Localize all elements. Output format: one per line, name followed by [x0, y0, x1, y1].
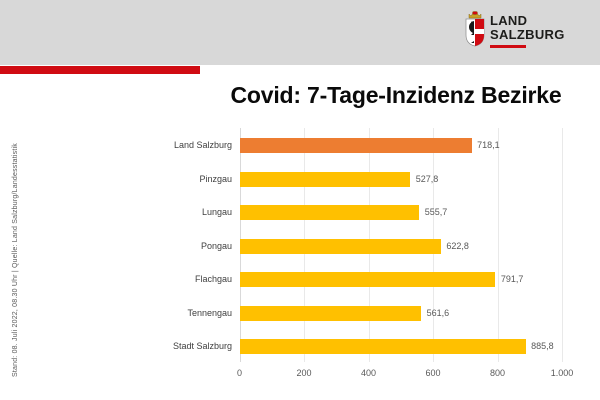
bar: [240, 138, 472, 154]
header-band: [0, 0, 600, 65]
category-label: Land Salzburg: [173, 140, 232, 150]
value-label: 527,8: [415, 173, 439, 184]
logo-text: LAND SALZBURG: [490, 11, 565, 48]
value-label: 885,8: [531, 341, 554, 351]
x-axis-tick-label: 400: [360, 368, 377, 378]
value-label: 555,7: [424, 207, 448, 217]
chart-title: Covid: 7-Tage-Inzidenz Bezirke: [230, 82, 562, 108]
value-label: 791,7: [500, 274, 524, 284]
x-axis-tick-label: 0: [236, 368, 243, 378]
gridline: [497, 128, 499, 362]
bar: [240, 339, 526, 355]
gridline: [562, 128, 563, 362]
x-axis-tick-label: 200: [296, 368, 312, 378]
red-accent-bar: [0, 66, 200, 74]
x-axis-tick-label: 800: [489, 368, 506, 378]
x-axis-tick-label: 1.000: [550, 368, 574, 378]
value-label: 718,1: [477, 140, 500, 150]
category-label: Pongau: [200, 240, 232, 251]
logo-text-land: LAND: [490, 13, 528, 28]
category-label: Tennengau: [187, 307, 232, 318]
land-salzburg-logo: LAND SALZBURG: [463, 11, 565, 48]
category-label: Pinzgau: [199, 173, 232, 184]
category-label: Stadt Salzburg: [172, 341, 232, 351]
value-label: 622,8: [446, 240, 469, 251]
x-axis-tick-label: 600: [425, 368, 441, 378]
logo-text-salzburg: SALZBURG: [490, 27, 565, 42]
category-label: Lungau: [201, 207, 232, 217]
category-label: Flachgau: [194, 274, 232, 284]
bar: [240, 171, 411, 187]
bar: [240, 205, 420, 221]
bar: [240, 305, 422, 321]
bar: [240, 272, 496, 288]
salzburg-coat-of-arms-icon: [465, 11, 485, 47]
bar: [240, 238, 441, 254]
value-label: 561,6: [426, 307, 450, 318]
logo-underline: [490, 45, 526, 48]
